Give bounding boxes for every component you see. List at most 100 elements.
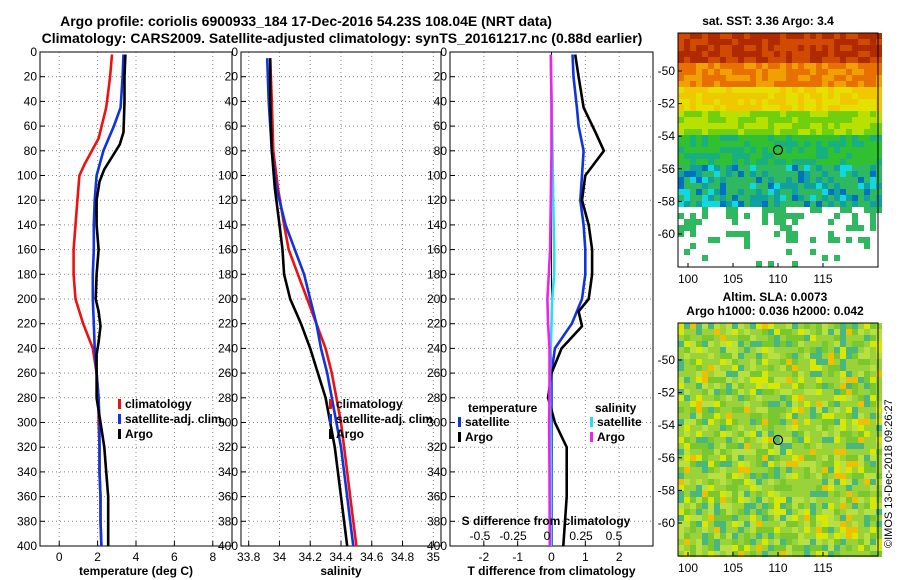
map-cell: [774, 413, 780, 419]
map-cell: [870, 539, 876, 545]
map-cell: [696, 183, 702, 189]
map-cell: [858, 329, 864, 335]
map-cell: [846, 117, 852, 123]
map-cell: [852, 551, 858, 557]
map-cell: [768, 39, 774, 45]
map-cell: [780, 461, 786, 467]
map-cell: [702, 171, 708, 177]
map-cell: [846, 111, 852, 117]
map-cell: [768, 347, 774, 353]
map-cell: [678, 63, 684, 69]
map-cell: [768, 383, 774, 389]
map-cell: [768, 479, 774, 485]
map-cell: [798, 57, 804, 63]
map-cell: [834, 425, 840, 431]
map-cell: [822, 141, 828, 147]
map-cell: [858, 75, 864, 81]
map-cell: [774, 533, 780, 539]
map-cell: [816, 341, 822, 347]
map-cell: [846, 45, 852, 51]
map-cell: [792, 201, 798, 207]
map-cell: [714, 123, 720, 129]
map-cell: [756, 129, 762, 135]
map-cell: [756, 39, 762, 45]
map-cell: [714, 165, 720, 171]
map-cell: [732, 69, 738, 75]
map-cell: [696, 353, 702, 359]
map-cell: [780, 443, 786, 449]
map-cell: [780, 359, 786, 365]
map-cell: [786, 165, 792, 171]
map-cell: [834, 135, 840, 141]
map-cell: [792, 551, 798, 557]
map-cell: [756, 491, 762, 497]
y-tick-label: 200: [218, 292, 238, 306]
map-cell: [768, 33, 774, 39]
map-cell: [804, 57, 810, 63]
map-cell: [810, 147, 816, 153]
map-cell: [744, 479, 750, 485]
map-cell: [678, 69, 684, 75]
map-cell: [678, 419, 684, 425]
map-cell: [786, 347, 792, 353]
map-cell: [750, 497, 756, 503]
map-cell: [750, 551, 756, 557]
map-cell: [726, 443, 732, 449]
map-cell: [792, 63, 798, 69]
map-cell: [816, 497, 822, 503]
map-cell: [720, 371, 726, 377]
map-cell: [684, 87, 690, 93]
map-cell: [810, 479, 816, 485]
map-cell: [870, 533, 876, 539]
map-cell: [732, 63, 738, 69]
map-cell: [696, 521, 702, 527]
map-cell: [852, 497, 858, 503]
map-cell: [738, 159, 744, 165]
map-cell: [696, 177, 702, 183]
map-cell: [696, 147, 702, 153]
map-cell: [690, 461, 696, 467]
map-cell: [810, 377, 816, 383]
map-cell: [876, 123, 882, 129]
map-cell: [810, 413, 816, 419]
map-cell: [726, 45, 732, 51]
map-cell: [732, 135, 738, 141]
map-cell: [774, 479, 780, 485]
map-cell: [774, 419, 780, 425]
map-cell: [840, 111, 846, 117]
map-cell: [684, 509, 690, 515]
map-cell: [846, 437, 852, 443]
map-cell: [768, 461, 774, 467]
map-cell: [768, 467, 774, 473]
map-cell: [678, 527, 684, 533]
map-cell: [690, 129, 696, 135]
map-cell: [720, 419, 726, 425]
map-cell: [804, 449, 810, 455]
map-cell: [684, 503, 690, 509]
map-cell: [774, 111, 780, 117]
map-cell: [726, 503, 732, 509]
map-cell: [678, 413, 684, 419]
map-cell: [768, 165, 774, 171]
map-cell: [858, 431, 864, 437]
map-cell: [780, 473, 786, 479]
map-cell: [840, 335, 846, 341]
map-cell: [870, 225, 876, 231]
map-cell: [684, 329, 690, 335]
map-cell: [846, 539, 852, 545]
map-cell: [840, 165, 846, 171]
map-cell: [756, 261, 762, 267]
map-cell: [840, 75, 846, 81]
map-cell: [852, 123, 858, 129]
map-cell: [792, 533, 798, 539]
map-y-tick-label: -58: [658, 194, 676, 208]
map-cell: [714, 377, 720, 383]
map-cell: [756, 449, 762, 455]
map-cell: [732, 111, 738, 117]
map-cell: [846, 431, 852, 437]
map-cell: [684, 135, 690, 141]
map-cell: [696, 383, 702, 389]
map-cell: [702, 497, 708, 503]
legend-label: Argo: [125, 427, 153, 441]
map-cell: [684, 455, 690, 461]
